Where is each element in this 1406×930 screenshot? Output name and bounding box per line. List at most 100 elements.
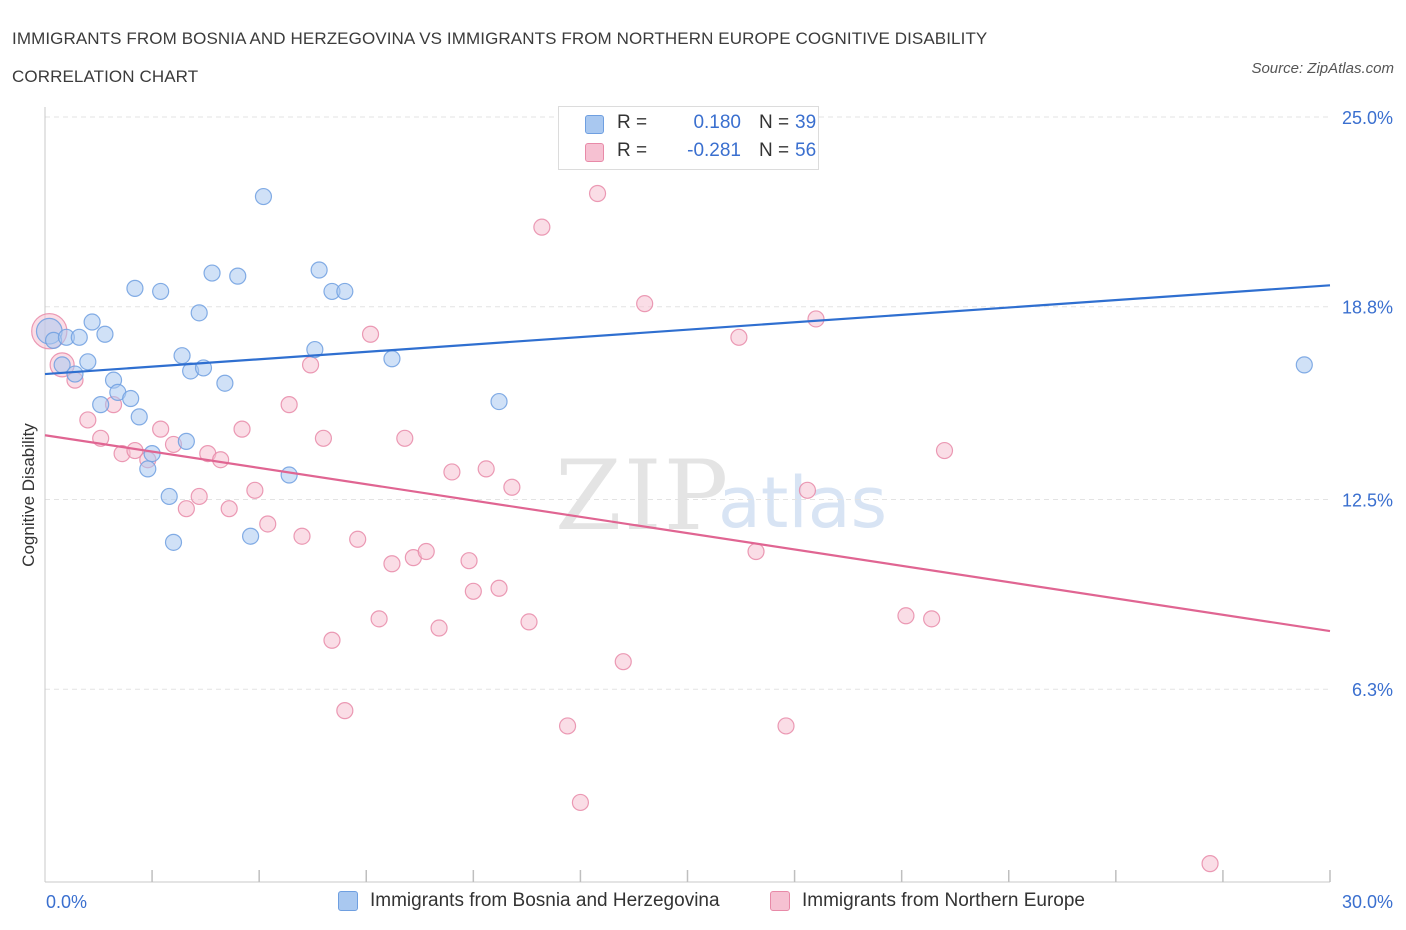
series1-point [70,328,88,346]
series2-point [490,579,508,597]
series1-trend-line [44,284,1331,376]
r-label: R = [617,140,648,161]
series2-point [588,184,607,203]
series2-point [747,542,765,561]
series2-swatch [585,143,604,162]
series2-point [460,552,478,570]
series2-point [443,463,461,481]
series2-point [798,481,817,499]
series2-point [177,500,195,518]
series2-point [464,582,482,600]
series1-point [66,365,84,383]
series2-legend-swatch [770,891,790,911]
series2-point [477,460,495,478]
y-tick-label: 6.3% [1352,680,1393,700]
series2-point [323,631,341,649]
r-label: R = [617,112,648,133]
series2-point [897,607,915,625]
series2-point [79,411,97,429]
x-tick-label: 30.0% [1342,892,1393,912]
series2-point [571,793,590,812]
series2-point [430,619,448,637]
series2-point [212,451,230,469]
series2-point [280,396,298,414]
n-label: N = [759,140,790,161]
watermark-atlas: atlas [718,462,888,544]
series2-point [777,717,795,735]
series2-point [370,610,388,628]
chart-title-line1: IMMIGRANTS FROM BOSNIA AND HERZEGOVINA V… [12,29,988,48]
series1-point [310,261,328,279]
series1-legend-label: Immigrants from Bosnia and Herzegovina [370,890,720,911]
y-tick-label: 18.8% [1342,298,1393,318]
source-note: Source: ZipAtlas.com [1251,60,1394,77]
series2-point [152,420,170,438]
series1-point [83,313,101,331]
chart-title: IMMIGRANTS FROM BOSNIA AND HERZEGOVINA V… [12,20,1132,96]
r-value: 0.180 [693,112,741,133]
series1-point [306,340,324,359]
series2-point [190,487,208,506]
series2-point [233,420,251,438]
n-value: 39 [795,112,817,133]
chart-title-line2: CORRELATION CHART [12,67,199,86]
series1-point [383,350,401,368]
series2-point [349,530,367,548]
series2-point [396,429,414,447]
watermark-zip: ZIP [555,440,731,552]
series2-point [730,328,748,346]
series1-point [92,396,110,414]
series2-point [293,527,311,545]
series1-point [216,374,234,392]
series2-point [1201,855,1219,873]
series2-point [383,555,401,573]
series1-point [336,282,354,301]
series1-point [203,264,221,282]
series2-legend-label: Immigrants from Northern Europe [802,890,1085,911]
series1-point [173,347,191,365]
series1-point [229,267,247,285]
series1-point [280,466,298,484]
series1-point [79,353,97,371]
series1-point [254,187,273,206]
series1-point [130,408,148,426]
series2-point [301,356,320,374]
y-axis-label: Cognitive Disability [19,423,38,567]
series2-point [614,653,632,671]
series2-point [533,218,551,236]
series2-point [417,542,435,561]
n-value: 56 [795,140,817,161]
series1-point [160,487,178,506]
series2-point [220,500,238,518]
series2-trend-line [44,434,1331,633]
series1-point [1295,356,1313,374]
series1-point [177,432,195,450]
series1-legend-swatch [338,891,358,911]
series2-point [935,441,954,460]
series1-point [164,533,183,551]
series1-point [126,279,144,297]
series1-point [490,392,508,411]
series2-point [558,717,577,735]
x-tick-label: 0.0% [46,892,87,912]
series2-point [923,610,941,628]
r-value: -0.281 [687,140,741,161]
series1-swatch [585,115,604,134]
series2-point [336,702,354,720]
series2-point [361,325,380,343]
series1-point [190,304,208,322]
series2-point [259,515,277,533]
series1-point [122,389,140,408]
series2-point [520,613,538,631]
series2-point [807,310,825,328]
series1-point [96,325,114,343]
series1-point [242,527,260,545]
series1-point [152,282,170,301]
y-tick-label: 12.5% [1342,491,1393,511]
series2-point [246,481,264,499]
series1-point [143,445,161,463]
n-label: N = [759,112,790,133]
series2-point [636,295,654,313]
series2-point [503,478,521,496]
stats-legend: R = 0.180 N = 39 R = -0.281 N = 56 [558,106,819,170]
